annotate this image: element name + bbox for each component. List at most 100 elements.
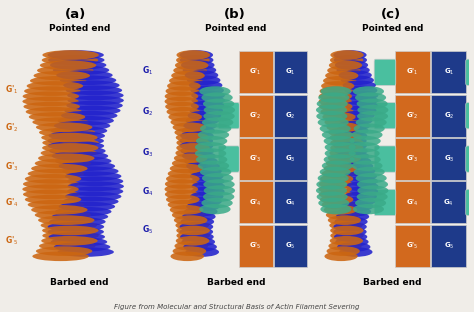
Ellipse shape [32,251,89,261]
Ellipse shape [168,169,201,178]
Ellipse shape [182,126,215,136]
Ellipse shape [41,148,97,158]
FancyBboxPatch shape [239,95,273,137]
FancyBboxPatch shape [374,146,396,172]
Ellipse shape [316,111,347,121]
Text: G$_2$: G$_2$ [142,105,154,118]
FancyBboxPatch shape [219,103,239,129]
Ellipse shape [342,197,375,206]
Ellipse shape [42,226,99,235]
FancyBboxPatch shape [239,225,273,267]
Ellipse shape [319,102,353,111]
Ellipse shape [339,247,373,257]
Ellipse shape [204,185,235,196]
Ellipse shape [23,179,80,189]
Ellipse shape [184,156,218,166]
Text: G$_1$: G$_1$ [142,64,153,77]
Ellipse shape [200,167,231,177]
Ellipse shape [55,156,111,166]
Ellipse shape [56,71,113,80]
Ellipse shape [203,111,235,121]
Ellipse shape [36,246,92,256]
Ellipse shape [337,242,370,252]
FancyBboxPatch shape [374,189,396,216]
Ellipse shape [22,97,79,106]
Ellipse shape [168,112,202,122]
Ellipse shape [189,80,222,90]
FancyBboxPatch shape [239,138,273,180]
Ellipse shape [333,50,366,60]
Ellipse shape [57,116,114,125]
Ellipse shape [203,99,234,109]
Text: G'$_5$: G'$_5$ [249,241,262,251]
Ellipse shape [175,148,209,158]
Ellipse shape [335,60,368,70]
Ellipse shape [338,207,371,217]
Ellipse shape [167,81,201,91]
Ellipse shape [165,189,199,199]
Ellipse shape [173,246,206,256]
Ellipse shape [42,143,99,153]
Ellipse shape [180,50,213,60]
Text: Pointed end: Pointed end [205,24,266,33]
Ellipse shape [320,204,351,214]
Ellipse shape [182,212,216,222]
Ellipse shape [185,71,219,80]
Ellipse shape [191,95,225,105]
Ellipse shape [325,142,356,152]
Ellipse shape [174,154,208,163]
Ellipse shape [195,142,226,152]
Ellipse shape [186,161,220,171]
Ellipse shape [23,91,79,101]
Ellipse shape [330,55,363,65]
Ellipse shape [336,151,369,161]
Ellipse shape [27,81,83,91]
Ellipse shape [181,146,214,156]
Text: Barbed end: Barbed end [207,278,265,287]
Ellipse shape [40,61,96,70]
Ellipse shape [357,105,388,115]
Ellipse shape [326,210,359,220]
Text: G$_4$: G$_4$ [444,197,454,207]
Ellipse shape [165,179,199,189]
Ellipse shape [335,126,369,136]
Ellipse shape [345,95,378,105]
Ellipse shape [52,212,108,222]
Ellipse shape [185,247,219,257]
Ellipse shape [38,154,94,163]
Ellipse shape [324,205,357,215]
Ellipse shape [322,169,355,178]
Ellipse shape [319,91,352,101]
Ellipse shape [183,242,217,252]
FancyBboxPatch shape [466,146,474,172]
Ellipse shape [67,90,124,100]
Ellipse shape [166,195,200,204]
Text: Figure from Molecular and Structural Basis of Actin Filament Severing: Figure from Molecular and Structural Bas… [114,304,360,310]
FancyBboxPatch shape [466,59,474,85]
Ellipse shape [181,217,214,227]
Ellipse shape [176,231,210,241]
Ellipse shape [330,50,364,60]
Ellipse shape [26,107,82,117]
Ellipse shape [47,227,104,236]
FancyBboxPatch shape [431,182,466,223]
Ellipse shape [48,131,105,141]
Ellipse shape [32,117,89,127]
Ellipse shape [61,111,118,120]
Ellipse shape [39,128,95,137]
Ellipse shape [171,117,204,127]
Text: G$_4$: G$_4$ [285,197,296,207]
Ellipse shape [322,200,355,209]
Ellipse shape [334,222,367,232]
Ellipse shape [318,92,349,103]
Ellipse shape [51,237,107,247]
Ellipse shape [343,80,376,90]
Ellipse shape [353,204,384,214]
Ellipse shape [348,148,380,158]
Ellipse shape [320,107,354,117]
Ellipse shape [48,55,104,65]
Ellipse shape [317,192,348,202]
Text: G'$_1$: G'$_1$ [249,67,262,77]
Ellipse shape [328,154,361,163]
Ellipse shape [50,60,106,70]
